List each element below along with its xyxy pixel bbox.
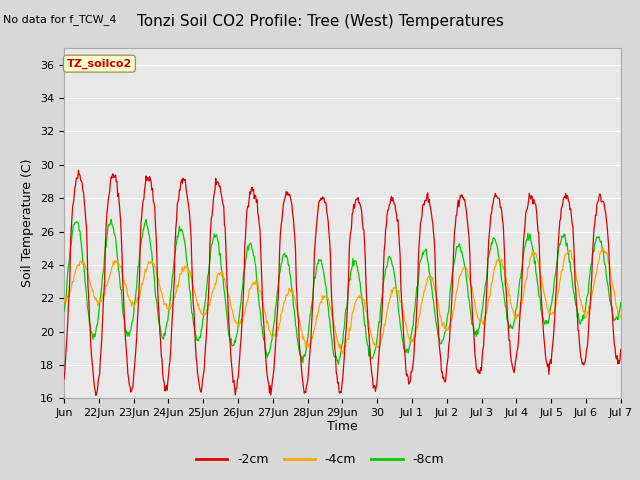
X-axis label: Time: Time [327, 420, 358, 432]
Text: No data for f_TCW_4: No data for f_TCW_4 [3, 14, 116, 25]
Text: Tonzi Soil CO2 Profile: Tree (West) Temperatures: Tonzi Soil CO2 Profile: Tree (West) Temp… [136, 14, 504, 29]
Text: TZ_soilco2: TZ_soilco2 [67, 59, 132, 69]
Y-axis label: Soil Temperature (C): Soil Temperature (C) [22, 159, 35, 288]
Legend: -2cm, -4cm, -8cm: -2cm, -4cm, -8cm [191, 448, 449, 471]
